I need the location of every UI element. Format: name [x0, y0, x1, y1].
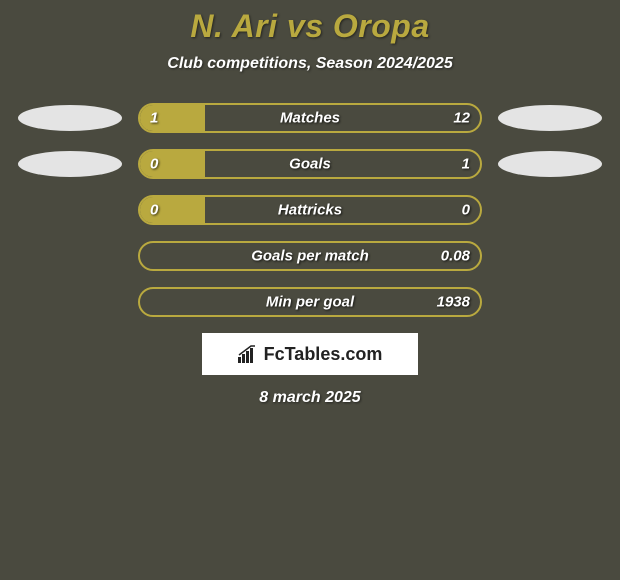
stat-value-left: 1: [150, 110, 158, 127]
stat-value-right: 0: [462, 202, 470, 219]
stat-label: Goals per match: [251, 248, 369, 265]
branding-text: FcTables.com: [264, 344, 383, 365]
stat-value-right: 0.08: [441, 248, 470, 265]
bar-chart-icon: [238, 345, 258, 363]
stat-bar: 0 Hattricks 0: [138, 195, 482, 225]
stat-bar: Goals per match 0.08: [138, 241, 482, 271]
stat-rows: 1 Matches 12 0 Goals 1 0 Hattricks 0 Goals per ma…: [0, 103, 620, 317]
stat-row: 0 Goals 1: [0, 149, 620, 179]
stat-value-right: 1: [462, 156, 470, 173]
stat-value-right: 1938: [437, 294, 470, 311]
footer-date: 8 march 2025: [0, 389, 620, 407]
stat-label: Matches: [280, 110, 340, 127]
stat-value-right: 12: [453, 110, 470, 127]
team-logo-left: [18, 151, 122, 177]
stat-label: Goals: [289, 156, 331, 173]
comparison-widget: N. Ari vs Oropa Club competitions, Seaso…: [0, 0, 620, 407]
page-subtitle: Club competitions, Season 2024/2025: [0, 55, 620, 73]
stat-bar: Min per goal 1938: [138, 287, 482, 317]
stat-row: 1 Matches 12: [0, 103, 620, 133]
team-logo-right: [498, 105, 602, 131]
stat-value-left: 0: [150, 156, 158, 173]
stat-bar: 0 Goals 1: [138, 149, 482, 179]
stat-label: Hattricks: [278, 202, 342, 219]
stat-value-left: 0: [150, 202, 158, 219]
stat-bar: 1 Matches 12: [138, 103, 482, 133]
stat-row: 0 Hattricks 0: [0, 195, 620, 225]
team-logo-left: [18, 105, 122, 131]
stat-row: Goals per match 0.08: [0, 241, 620, 271]
team-logo-right: [498, 151, 602, 177]
page-title: N. Ari vs Oropa: [0, 8, 620, 45]
stat-row: Min per goal 1938: [0, 287, 620, 317]
branding-badge: FcTables.com: [202, 333, 418, 375]
stat-label: Min per goal: [266, 294, 354, 311]
